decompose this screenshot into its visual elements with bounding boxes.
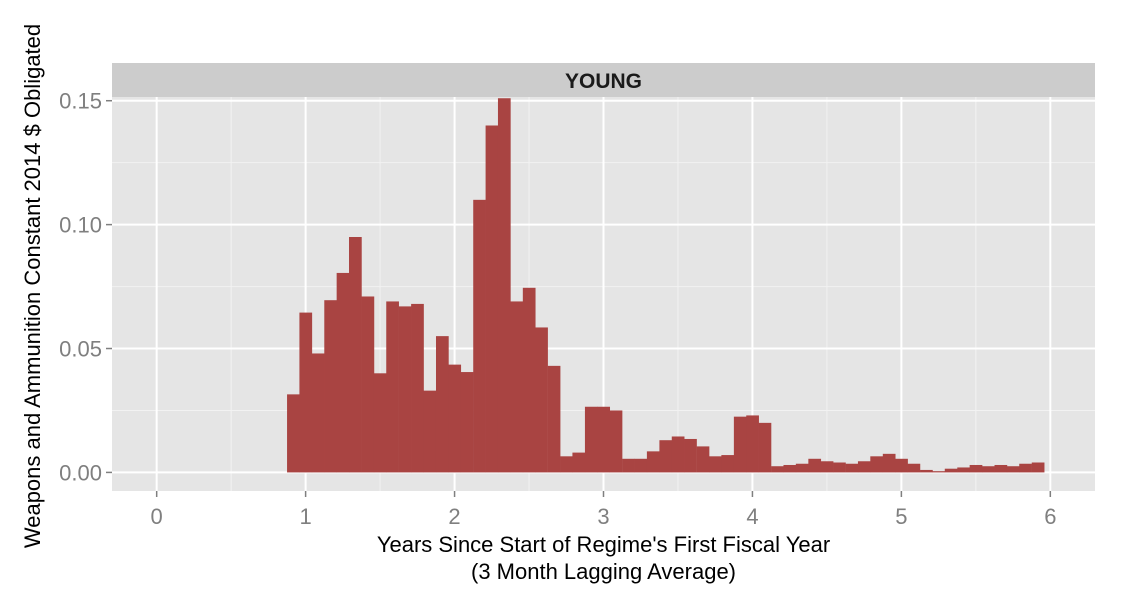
bar (982, 466, 995, 473)
bar (510, 301, 524, 473)
bar (783, 464, 797, 473)
bar (497, 98, 511, 473)
x-tick-label: 6 (1044, 504, 1056, 529)
bar (696, 446, 710, 473)
bar (597, 406, 611, 473)
bar (311, 353, 325, 473)
bar (920, 469, 933, 473)
x-tick-label: 4 (746, 504, 758, 529)
bar (994, 464, 1008, 473)
bar (609, 410, 623, 473)
bar (944, 468, 958, 473)
x-tick-label: 1 (299, 504, 311, 529)
bar (808, 458, 822, 473)
bar (560, 456, 573, 473)
bar (460, 372, 474, 473)
bar (361, 296, 375, 473)
x-tick-label: 0 (151, 504, 163, 529)
y-tick-label: 0.00 (59, 460, 102, 485)
bar (895, 458, 908, 473)
bar (907, 463, 921, 473)
bar (287, 394, 300, 473)
bar (572, 452, 586, 473)
y-axis-title: Weapons and Ammunition Constant 2014 $ O… (20, 24, 45, 548)
facet-strip-label: YOUNG (565, 70, 642, 93)
y-tick-label: 0.10 (59, 213, 102, 238)
bar (857, 461, 871, 473)
bar (386, 301, 399, 473)
bar (795, 463, 809, 473)
x-tick-label: 5 (895, 504, 907, 529)
facet-strip (112, 63, 1095, 97)
bar (721, 455, 735, 473)
bar (411, 303, 424, 473)
bar (833, 462, 846, 473)
bar (932, 471, 946, 473)
bar (870, 456, 884, 473)
bar (324, 300, 337, 473)
y-axis: 0.00 0.05 0.10 0.15 (59, 89, 112, 485)
bar (435, 336, 449, 473)
x-axis-title-line1: Years Since Start of Regime's First Fisc… (377, 532, 830, 557)
bar (969, 464, 983, 473)
x-tick-label: 3 (597, 504, 609, 529)
bar (957, 467, 970, 473)
bar (634, 458, 648, 473)
bar (622, 458, 635, 473)
bar (485, 125, 499, 473)
bar (448, 364, 462, 473)
bar (671, 436, 685, 473)
bar (709, 456, 722, 473)
bar (522, 287, 536, 473)
bar (349, 237, 362, 473)
x-tick-label: 2 (448, 504, 460, 529)
bar (398, 306, 412, 473)
bar (746, 415, 759, 473)
bar (758, 422, 772, 473)
bar (733, 416, 747, 473)
bar (659, 440, 673, 473)
bar (882, 453, 896, 473)
bar (1031, 462, 1045, 473)
bar (373, 373, 387, 473)
bar (646, 451, 660, 473)
y-tick-label: 0.05 (59, 337, 102, 362)
bar (473, 199, 486, 473)
bar (423, 390, 437, 473)
bar (845, 463, 859, 473)
bar (584, 406, 598, 473)
bar (535, 327, 548, 473)
x-axis: 0 1 2 3 4 5 6 (151, 491, 1056, 529)
bars (287, 98, 1045, 473)
bar (1019, 463, 1032, 473)
bar (547, 365, 561, 473)
bar (299, 312, 313, 473)
bar (771, 466, 784, 473)
bar (336, 272, 350, 473)
bar (820, 461, 834, 473)
x-axis-title-line2: (3 Month Lagging Average) (471, 559, 736, 584)
y-tick-label: 0.15 (59, 89, 102, 114)
bar (684, 438, 697, 473)
bar (1006, 466, 1020, 473)
